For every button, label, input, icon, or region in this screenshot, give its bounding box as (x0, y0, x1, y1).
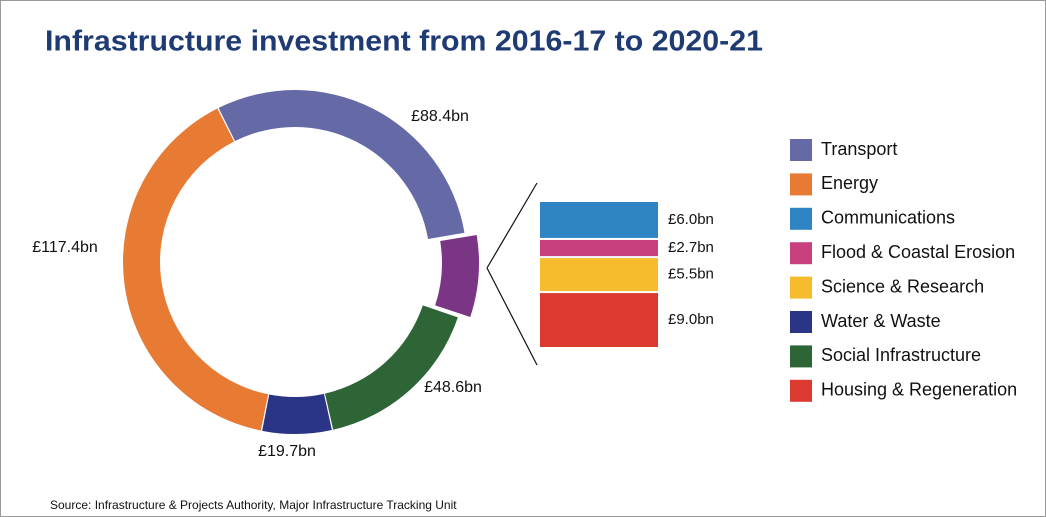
legend-label: Energy (821, 173, 878, 193)
legend-swatch (790, 345, 812, 368)
breakout-bar (540, 293, 658, 347)
breakout-line (486, 267, 538, 366)
source-note: Source: Infrastructure & Projects Author… (50, 498, 457, 512)
breakout-bar (540, 202, 658, 238)
breakout-bar (540, 239, 658, 257)
legend-swatch (790, 139, 812, 161)
data-label: £9.0bn (668, 311, 714, 328)
data-label: £117.4bn (32, 239, 98, 256)
legend-swatch (790, 207, 812, 230)
legend-label: Science & Research (821, 276, 984, 296)
breakout-line (486, 182, 538, 269)
donut-segment (262, 393, 332, 434)
chart-title: Infrastructure investment from 2016-17 t… (45, 26, 763, 58)
legend-label: Social Infrastructure (821, 345, 981, 365)
legend-label: Housing & Regeneration (821, 380, 1017, 400)
data-label: £19.7bn (258, 443, 316, 460)
data-label: £88.4bn (411, 108, 469, 125)
data-label: £5.5bn (668, 266, 714, 283)
donut-segment (218, 90, 465, 240)
legend-label: Communications (821, 208, 955, 228)
legend-label: Water & Waste (821, 311, 941, 331)
breakout-bar (540, 258, 658, 292)
donut-segment (325, 305, 458, 430)
donut-segment (122, 108, 269, 431)
legend-swatch (790, 242, 812, 265)
legend-swatch (790, 311, 812, 333)
legend-swatch (790, 173, 812, 196)
data-label: £48.6bn (424, 379, 482, 396)
legend-label: Transport (821, 139, 897, 159)
legend-label: Flood & Coastal Erosion (821, 242, 1015, 262)
data-label: £6.0bn (668, 211, 714, 228)
legend-swatch (790, 379, 812, 402)
legend-swatch (790, 276, 812, 299)
data-label: £2.7bn (668, 239, 714, 256)
donut-segment (435, 235, 479, 317)
